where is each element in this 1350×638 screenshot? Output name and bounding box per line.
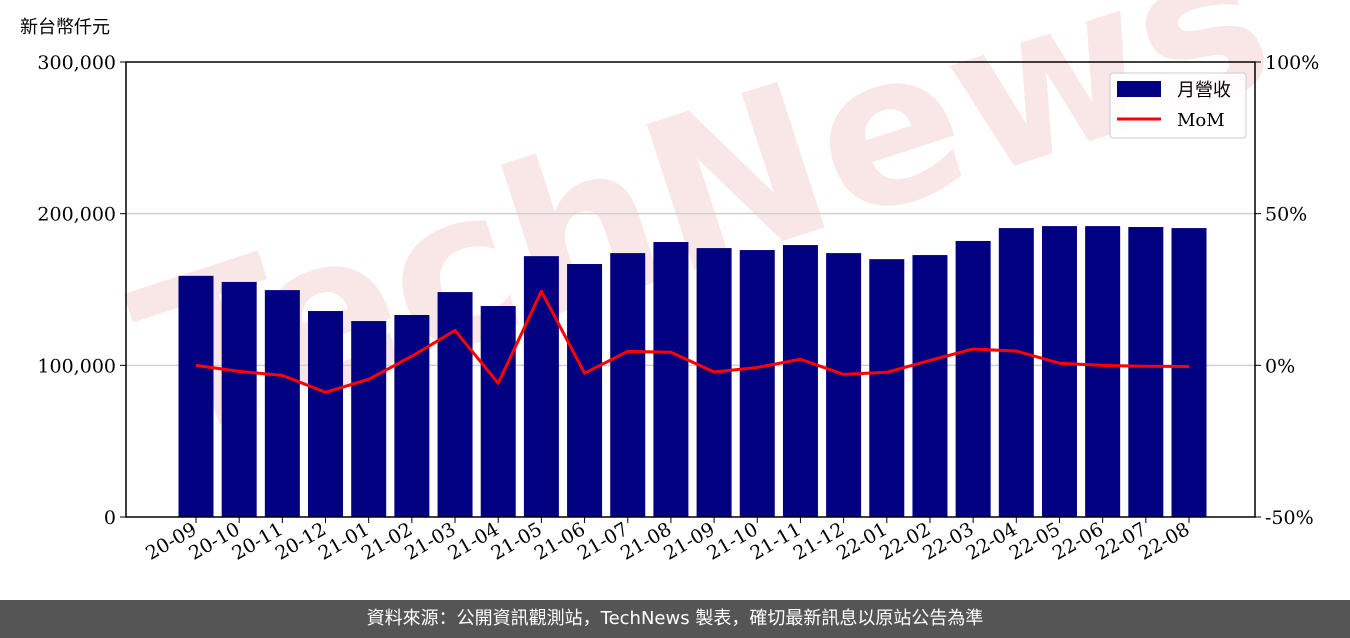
bar-20-12 <box>308 311 344 517</box>
bar-21-01 <box>351 321 387 517</box>
plot-frame <box>125 61 1256 518</box>
bar-22-03 <box>955 240 991 517</box>
bar-21-04 <box>480 306 516 517</box>
bar-22-07 <box>1128 227 1164 517</box>
mom-line <box>195 289 1190 394</box>
x-tick-label: 22-08 <box>1135 518 1193 564</box>
source-footer: 資料來源：公開資訊觀測站，TechNews 製表，確切最新訊息以原站公告為準 <box>0 600 1350 638</box>
bar-21-08 <box>653 242 689 518</box>
bar-22-01 <box>869 259 905 517</box>
bar-21-02 <box>394 314 430 517</box>
bar-20-09 <box>178 275 214 517</box>
right-tick-label: 100% <box>1265 52 1319 74</box>
legend-label-revenue: 月營收 <box>1177 80 1231 101</box>
legend-label-mom: MoM <box>1177 110 1225 131</box>
bar-22-04 <box>998 228 1034 517</box>
left-tick-label: 100,000 <box>37 355 116 377</box>
bar-22-05 <box>1041 226 1077 517</box>
left-tick-label: 200,000 <box>37 204 116 226</box>
bar-20-10 <box>221 281 257 517</box>
bar-21-10 <box>739 250 775 518</box>
bar-21-07 <box>610 253 646 517</box>
bar-22-06 <box>1085 226 1121 517</box>
revenue-chart: TechNews 新台幣仟元 0100,000200,000300,000-50… <box>20 0 1319 565</box>
bar-20-11 <box>264 290 300 517</box>
legend: 月營收 MoM <box>1109 72 1247 139</box>
bar-21-11 <box>782 245 818 518</box>
legend-bar-swatch <box>1117 81 1161 97</box>
bar-21-12 <box>826 253 862 517</box>
bar-22-02 <box>912 255 948 518</box>
bar-21-05 <box>523 256 559 517</box>
bar-21-06 <box>567 264 603 517</box>
bar-22-08 <box>1171 228 1207 517</box>
bar-21-03 <box>437 292 473 517</box>
bar-21-09 <box>696 248 732 517</box>
y-unit-label: 新台幣仟元 <box>20 17 110 38</box>
right-tick-label: 50% <box>1265 204 1307 226</box>
left-tick-label: 0 <box>104 507 116 529</box>
right-tick-label: 0% <box>1265 355 1295 377</box>
left-tick-label: 300,000 <box>37 52 116 74</box>
right-tick-label: -50% <box>1265 507 1314 529</box>
